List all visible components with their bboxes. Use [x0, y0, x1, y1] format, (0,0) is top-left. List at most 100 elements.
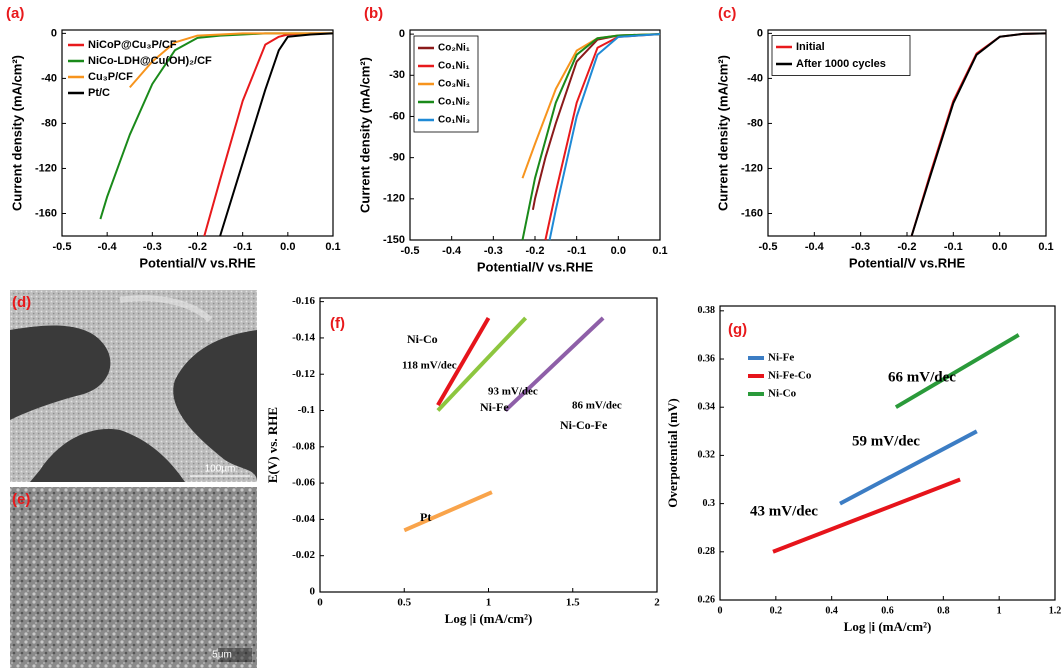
panel-label: (d): [12, 294, 31, 311]
sem-image-e: [10, 487, 257, 668]
x-tick-label: 1: [997, 605, 1002, 616]
y-tick-label: 0.3: [703, 498, 716, 509]
legend-label: Co₁Ni₃: [438, 115, 470, 126]
y-tick-label: -30: [389, 69, 405, 81]
y-tick-label: 0.38: [698, 305, 716, 316]
x-tick-label: -0.1: [233, 241, 252, 253]
plot-frame: [320, 298, 657, 592]
slope-annotation: 59 mV/dec: [852, 433, 920, 449]
y-tick-label: -120: [383, 193, 405, 205]
series-label: Pt: [420, 510, 431, 524]
panel-label: (a): [6, 5, 24, 22]
legend-label: Initial: [796, 41, 825, 53]
y-tick-label: 0.26: [698, 594, 716, 605]
y-axis-title: Current density (mA/cm²): [357, 57, 372, 213]
y-axis-title: Current density (mA/cm²): [9, 55, 24, 211]
x-tick-label: 0.8: [937, 605, 950, 616]
x-tick-label: -0.5: [759, 241, 778, 253]
y-tick-label: 0: [757, 27, 763, 39]
slope-annotation: 86 mV/dec: [572, 400, 622, 412]
x-tick-label: 0.0: [280, 241, 295, 253]
x-axis-title: Potential/V vs.RHE: [849, 255, 966, 270]
legend-label: NiCoP@Cu₃P/CF: [88, 39, 177, 51]
x-tick-label: -0.5: [53, 241, 72, 253]
x-tick-label: 2: [654, 597, 660, 609]
y-tick-label: 0: [399, 28, 405, 40]
y-tick-label: 0.28: [698, 546, 716, 557]
y-tick-label: 0: [51, 27, 57, 39]
y-axis-title: E(V) vs. RHE: [265, 407, 280, 483]
y-tick-label: -80: [41, 117, 57, 129]
x-axis-title: Log |i (mA/cm²): [445, 611, 533, 626]
data-line: [204, 33, 333, 236]
slope-annotation: 93 mV/dec: [488, 386, 538, 398]
x-tick-label: -0.3: [143, 241, 162, 253]
x-tick-label: 0.4: [825, 605, 838, 616]
x-tick-label: 1: [486, 597, 492, 609]
x-tick-label: -0.2: [898, 241, 917, 253]
y-tick-label: 0.32: [698, 450, 716, 461]
y-tick-label: -120: [35, 162, 57, 174]
data-line: [523, 34, 661, 178]
legend-label: Co₃Ni₁: [438, 79, 470, 90]
sem-image-d: [10, 290, 257, 482]
x-tick-label: 1.5: [566, 597, 580, 609]
data-line: [912, 33, 1046, 236]
x-tick-label: 0.1: [1038, 241, 1053, 253]
plot-frame: [720, 306, 1055, 600]
x-tick-label: 0.1: [652, 245, 667, 257]
legend: Initial After 1000 cycles: [772, 36, 910, 76]
x-tick-label: 0.0: [992, 241, 1007, 253]
legend-label: NiCo-LDH@Cu(OH)₂/CF: [88, 55, 212, 67]
y-tick-label: -0.06: [292, 477, 315, 489]
x-tick-label: 0.1: [325, 241, 340, 253]
y-tick-label: 0: [310, 586, 316, 598]
y-tick-label: -40: [41, 72, 57, 84]
y-tick-label: -40: [747, 72, 763, 84]
x-tick-label: 0: [317, 597, 323, 609]
y-tick-label: -80: [747, 117, 763, 129]
y-axis-title: Overpotential (mV): [665, 398, 680, 507]
data-line: [404, 492, 492, 530]
figure: -0.5 -0.4 -0.3 -0.2 -0.1 0.0 0.1 0 -40 -80 -120 -16…: [0, 0, 1063, 668]
y-tick-label: -150: [383, 234, 405, 246]
legend-label: Co₁Ni₁: [438, 61, 470, 72]
x-tick-label: -0.4: [805, 241, 825, 253]
x-tick-label: -0.4: [442, 245, 462, 257]
slope-annotation: 66 mV/dec: [888, 369, 956, 385]
x-tick-label: -0.3: [484, 245, 503, 257]
legend-label: Ni-Co: [768, 388, 797, 400]
data-line: [220, 33, 333, 236]
x-tick-label: -0.2: [526, 245, 545, 257]
y-tick-label: -0.16: [292, 295, 315, 307]
y-tick-label: -0.08: [292, 440, 315, 452]
data-line: [550, 34, 660, 240]
panel-label: (e): [12, 491, 30, 508]
series-label: Ni-Fe: [480, 400, 509, 414]
x-axis-title: Potential/V vs.RHE: [139, 255, 256, 270]
legend: Co₂Ni₁Co₁Ni₁Co₃Ni₁Co₁Ni₂Co₁Ni₃: [414, 36, 478, 132]
panel-label: (g): [728, 321, 747, 338]
panel-label: (f): [330, 315, 345, 332]
x-tick-label: -0.3: [851, 241, 870, 253]
scale-bar-label: 5μm: [212, 650, 232, 661]
x-tick-label: -0.1: [567, 245, 586, 257]
x-axis-title: Potential/V vs.RHE: [477, 259, 594, 274]
x-tick-label: -0.5: [401, 245, 420, 257]
y-tick-label: 0.36: [698, 353, 716, 364]
legend-label: Ni-Fe: [768, 352, 794, 364]
y-axis-title: Current density (mA/cm²): [715, 55, 730, 211]
y-tick-label: -160: [35, 207, 57, 219]
series-label: Ni-Co: [407, 332, 438, 346]
series-label: Ni-Co-Fe: [560, 418, 608, 432]
y-tick-label: -0.14: [292, 331, 315, 343]
x-axis-title: Log |i (mA/cm²): [844, 619, 932, 634]
slope-annotation: 118 mV/dec: [402, 360, 457, 372]
legend-label: After 1000 cycles: [796, 58, 886, 70]
legend-label: Pt/C: [88, 87, 110, 99]
x-tick-label: -0.4: [98, 241, 118, 253]
